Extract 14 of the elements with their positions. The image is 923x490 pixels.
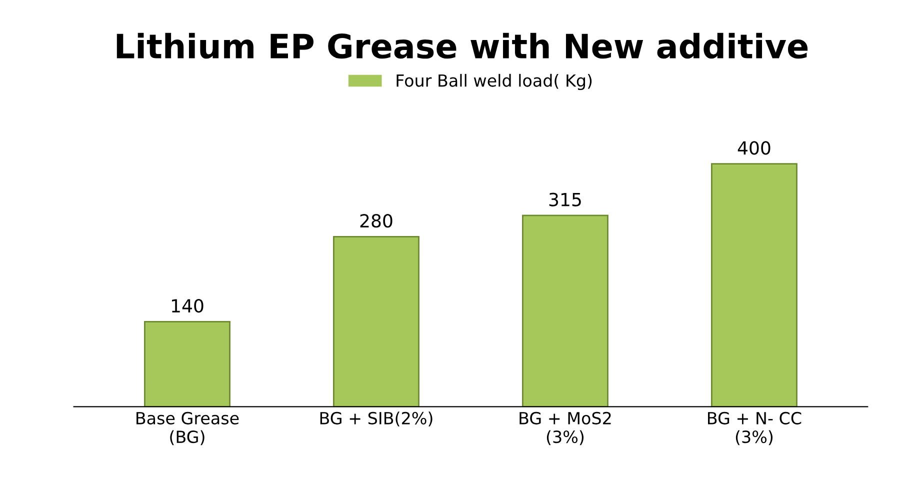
data-label: 315	[549, 192, 581, 206]
data-label: 400	[738, 141, 770, 155]
data-label: 140	[172, 298, 204, 313]
legend-label: Four Ball weld load( Kg)	[396, 74, 592, 90]
x-tick-label: BG + N- CC (3%)	[708, 412, 802, 446]
x-tick-label: Base Grease (BG)	[136, 412, 239, 446]
bar	[522, 214, 608, 407]
bar	[144, 321, 230, 407]
bar	[333, 236, 420, 407]
bar	[711, 163, 798, 407]
chart-title: Lithium EP Grease with New additive	[116, 32, 808, 59]
x-tick-label: BG + MoS2 (3%)	[520, 412, 611, 446]
data-label: 280	[360, 214, 392, 228]
x-tick-label: BG + SIB(2%)	[320, 412, 432, 426]
